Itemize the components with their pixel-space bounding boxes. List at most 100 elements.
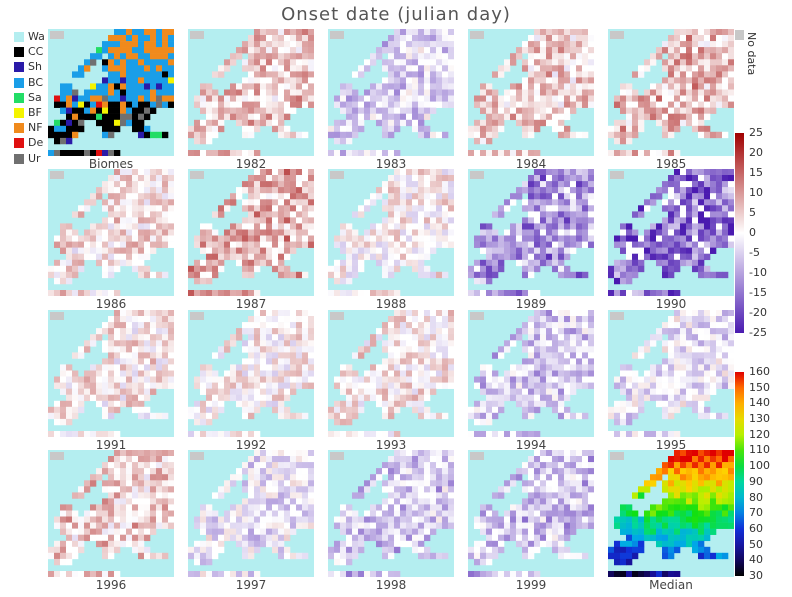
map-panel-1982 bbox=[188, 29, 314, 156]
panel-label: 1991 bbox=[95, 438, 127, 452]
map-image bbox=[48, 450, 174, 577]
median-tick-label: 160 bbox=[749, 365, 770, 378]
panel-label: 1992 bbox=[235, 438, 267, 452]
median-tick-label: 80 bbox=[749, 490, 763, 504]
legend-swatch bbox=[14, 123, 24, 134]
map-panel-1986 bbox=[48, 169, 174, 296]
map-panel-1995 bbox=[608, 310, 734, 437]
map-panel-1996 bbox=[48, 450, 174, 577]
map-image bbox=[328, 29, 454, 156]
panel-label: 1994 bbox=[515, 438, 547, 452]
anomaly-tick-label: -20 bbox=[749, 306, 767, 319]
map-image bbox=[328, 450, 454, 577]
panel-label: Median bbox=[649, 578, 693, 592]
figure-title: Onset date (julian day) bbox=[281, 4, 511, 25]
panel-label: 1982 bbox=[235, 157, 267, 171]
median-tick-label: 130 bbox=[749, 412, 770, 426]
median-tick-label: 100 bbox=[749, 459, 770, 473]
median-tick-label: 70 bbox=[749, 506, 763, 520]
map-image bbox=[328, 169, 454, 296]
median-tick-label: 120 bbox=[749, 427, 770, 441]
no-data-label: No data bbox=[745, 32, 758, 76]
panel-label: 1990 bbox=[655, 297, 687, 311]
legend-label: Sh bbox=[28, 60, 42, 74]
map-panel-1992 bbox=[188, 310, 314, 437]
panel-label: 1987 bbox=[235, 297, 267, 311]
map-image bbox=[48, 169, 174, 296]
map-image bbox=[48, 29, 174, 156]
median-tick-label: 50 bbox=[749, 537, 763, 551]
anomaly-tick-label: 15 bbox=[749, 166, 763, 179]
median-tick-label: 140 bbox=[749, 396, 770, 410]
legend-label: BF bbox=[28, 106, 42, 119]
anomaly-tick-label: 20 bbox=[749, 146, 763, 159]
anomaly-tick-label: -25 bbox=[749, 326, 767, 339]
anomaly-tick-label: 0 bbox=[749, 226, 756, 239]
map-image bbox=[188, 450, 314, 577]
map-image bbox=[468, 169, 594, 296]
legend-swatch bbox=[14, 32, 24, 42]
panel-label: 1989 bbox=[515, 297, 547, 311]
median-tick-label: 110 bbox=[749, 443, 770, 457]
map-image bbox=[328, 310, 454, 437]
map-panel-1991 bbox=[48, 310, 174, 437]
median-tick-label: 150 bbox=[749, 380, 770, 394]
legend-label: BC bbox=[28, 75, 44, 89]
median-tick-label: 30 bbox=[749, 569, 763, 582]
legend-swatch bbox=[14, 153, 24, 164]
map-panel-1994 bbox=[468, 310, 594, 437]
map-panel-1998 bbox=[328, 450, 454, 577]
panel-label: 1993 bbox=[375, 438, 407, 452]
anomaly-colorbar bbox=[735, 133, 744, 333]
legend-swatch bbox=[14, 92, 24, 103]
map-panel-1990 bbox=[608, 169, 734, 296]
panel-label: 1996 bbox=[95, 578, 127, 592]
map-image bbox=[468, 29, 594, 156]
map-image bbox=[608, 29, 734, 156]
anomaly-tick-label: 5 bbox=[749, 206, 756, 219]
legend-label: NF bbox=[28, 121, 43, 135]
map-panel-1993 bbox=[328, 310, 454, 437]
panel-label: 1999 bbox=[515, 578, 547, 592]
map-panel-1983 bbox=[328, 29, 454, 156]
map-panel-1984 bbox=[468, 29, 594, 156]
median-tick-label: 40 bbox=[749, 553, 763, 567]
map-panel-1987 bbox=[188, 169, 314, 296]
median-tick-label: 60 bbox=[749, 521, 763, 535]
legend-label: De bbox=[28, 136, 44, 150]
legend-swatch bbox=[14, 138, 24, 149]
anomaly-tick-label: -15 bbox=[749, 286, 767, 299]
median-tick-label: 90 bbox=[749, 474, 763, 488]
map-image bbox=[468, 450, 594, 577]
anomaly-tick-label: -5 bbox=[749, 246, 760, 259]
legend-label: CC bbox=[28, 45, 44, 59]
panel-label: 1995 bbox=[655, 438, 687, 452]
median-colorbar bbox=[735, 372, 744, 576]
panel-label: 1984 bbox=[515, 157, 547, 171]
anomaly-tick-label: 25 bbox=[749, 126, 763, 139]
panel-label: 1983 bbox=[375, 157, 407, 171]
panel-label: 1988 bbox=[375, 297, 407, 311]
map-panel-1997 bbox=[188, 450, 314, 577]
map-image bbox=[608, 310, 734, 437]
map-image bbox=[188, 29, 314, 156]
map-panel-1988 bbox=[328, 169, 454, 296]
legend-label: Wa bbox=[28, 30, 45, 43]
panel-label: 1986 bbox=[95, 297, 127, 311]
map-panel-1999 bbox=[468, 450, 594, 577]
panel-label: Biomes bbox=[88, 157, 134, 171]
map-image bbox=[468, 310, 594, 437]
map-panel-1989 bbox=[468, 169, 594, 296]
map-image bbox=[608, 169, 734, 296]
panel-label: 1985 bbox=[655, 157, 687, 171]
map-image bbox=[48, 310, 174, 437]
legend-label: Ur bbox=[28, 151, 41, 165]
map-panel-biomes bbox=[48, 29, 174, 156]
legend-swatch bbox=[14, 62, 24, 73]
map-image bbox=[608, 450, 734, 577]
anomaly-tick-label: -10 bbox=[749, 266, 767, 279]
panel-label: 1998 bbox=[375, 578, 407, 592]
legend-swatch bbox=[14, 47, 24, 58]
legend-swatch bbox=[14, 77, 24, 88]
map-image bbox=[188, 169, 314, 296]
